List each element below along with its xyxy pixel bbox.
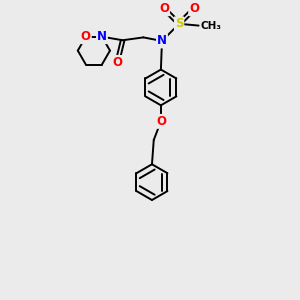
Text: S: S [175, 17, 183, 30]
Text: N: N [97, 30, 107, 43]
Text: O: O [81, 30, 91, 43]
Text: CH₃: CH₃ [200, 21, 221, 31]
Text: O: O [189, 2, 199, 15]
Text: O: O [159, 2, 169, 15]
Text: O: O [156, 115, 166, 128]
Text: N: N [157, 34, 167, 47]
Text: O: O [112, 56, 122, 69]
